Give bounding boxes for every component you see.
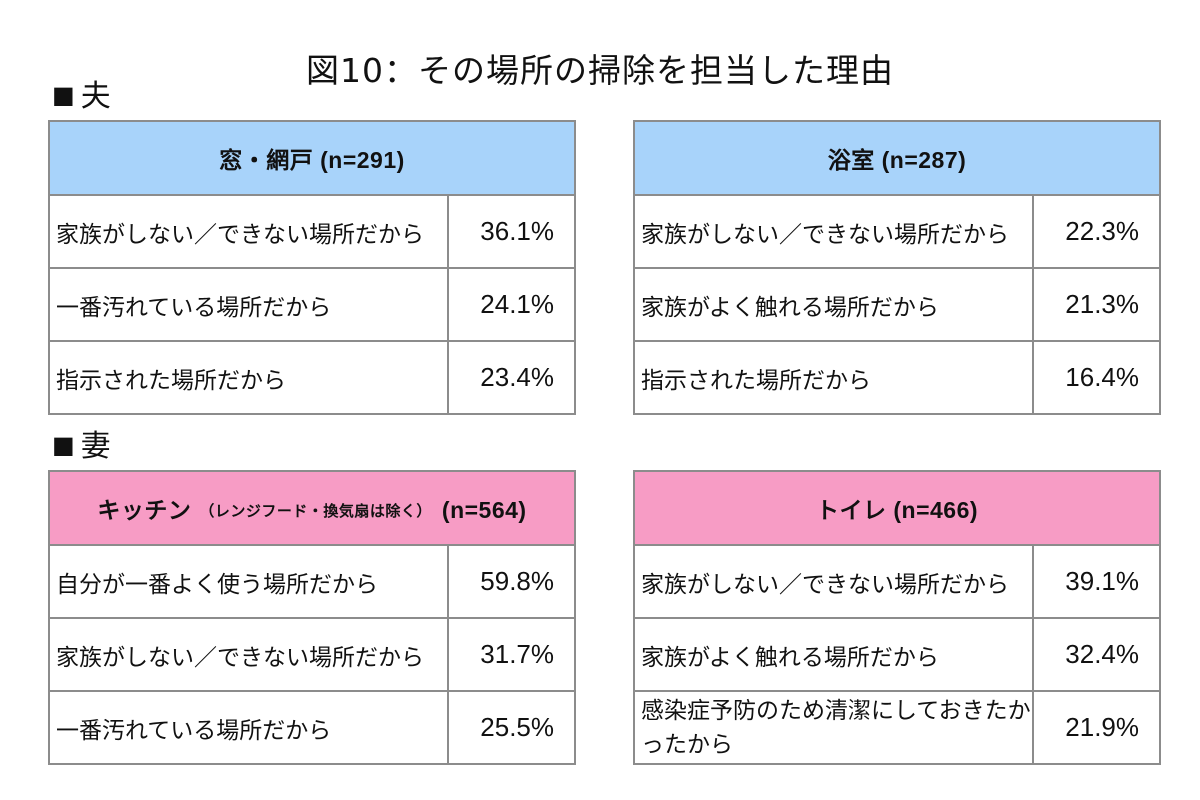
- percent-cell: 39.1%: [1031, 544, 1162, 619]
- reason-cell: 感染症予防のため清潔にしておきたかったから: [633, 690, 1034, 765]
- reason-cell: 指示された場所だから: [633, 340, 1034, 415]
- table-header-title: キッチン: [97, 497, 192, 523]
- percent-cell: 25.5%: [446, 690, 577, 765]
- table-row: 指示された場所だから 23.4%: [48, 340, 577, 415]
- table-row: 家族がしない／できない場所だから 22.3%: [633, 194, 1162, 269]
- percent-cell: 21.3%: [1031, 267, 1162, 342]
- percent-cell: 22.3%: [1031, 194, 1162, 269]
- percent-cell: 16.4%: [1031, 340, 1162, 415]
- reason-cell: 家族がしない／できない場所だから: [48, 617, 449, 692]
- table-header-n: (n=291): [320, 147, 405, 173]
- table-toilet: トイレ (n=466) 家族がしない／できない場所だから 39.1% 家族がよく…: [632, 470, 1162, 765]
- table-row: 家族がしない／できない場所だから 36.1%: [48, 194, 577, 269]
- reason-cell: 家族がしない／できない場所だから: [48, 194, 449, 269]
- section-label-text: 夫: [80, 79, 111, 114]
- table-bathroom: 浴室 (n=287) 家族がしない／できない場所だから 22.3% 家族がよく触…: [632, 120, 1162, 415]
- table-row: 一番汚れている場所だから 25.5%: [48, 690, 577, 765]
- table-header-title: 窓・網戸: [219, 147, 314, 173]
- table-header-title: 浴室: [827, 147, 875, 173]
- reason-cell: 指示された場所だから: [48, 340, 449, 415]
- table-row: 家族がよく触れる場所だから 21.3%: [633, 267, 1162, 342]
- table-header: キッチン （レンジフード・換気扇は除く） (n=564): [47, 470, 577, 546]
- table-row: 一番汚れている場所だから 24.1%: [48, 267, 577, 342]
- table-header-title: トイレ: [815, 497, 887, 523]
- table-row: 指示された場所だから 16.4%: [633, 340, 1162, 415]
- table-row: 家族がよく触れる場所だから 32.4%: [633, 617, 1162, 692]
- percent-cell: 24.1%: [446, 267, 577, 342]
- table-windows-screens: 窓・網戸 (n=291) 家族がしない／できない場所だから 36.1% 一番汚れ…: [47, 120, 577, 415]
- table-header: トイレ (n=466): [632, 470, 1162, 546]
- reason-cell: 一番汚れている場所だから: [48, 690, 449, 765]
- section-label-text: 妻: [80, 429, 111, 464]
- percent-cell: 59.8%: [446, 544, 577, 619]
- table-kitchen: キッチン （レンジフード・換気扇は除く） (n=564) 自分が一番よく使う場所だか…: [47, 470, 577, 765]
- table-header-n: (n=466): [893, 497, 979, 523]
- reason-cell: 家族がよく触れる場所だから: [633, 617, 1034, 692]
- table-row: 自分が一番よく使う場所だから 59.8%: [48, 544, 577, 619]
- table-header-n: (n=287): [881, 147, 967, 173]
- percent-cell: 23.4%: [446, 340, 577, 415]
- reason-cell: 家族がしない／できない場所だから: [633, 544, 1034, 619]
- table-row: 家族がしない／できない場所だから 31.7%: [48, 617, 577, 692]
- reason-cell: 家族がしない／できない場所だから: [633, 194, 1034, 269]
- reason-cell: 自分が一番よく使う場所だから: [48, 544, 449, 619]
- percent-cell: 32.4%: [1031, 617, 1162, 692]
- percent-cell: 31.7%: [446, 617, 577, 692]
- percent-cell: 21.9%: [1031, 690, 1162, 765]
- square-bullet-icon: ■: [52, 81, 75, 109]
- table-header-subtitle: （レンジフード・換気扇は除く）: [199, 503, 432, 520]
- percent-cell: 36.1%: [446, 194, 577, 269]
- table-header: 窓・網戸 (n=291): [47, 120, 577, 196]
- section-label-wife: ■ 妻: [52, 428, 111, 464]
- table-header: 浴室 (n=287): [632, 120, 1162, 196]
- reason-cell: 一番汚れている場所だから: [48, 267, 449, 342]
- table-row: 感染症予防のため清潔にしておきたかったから 21.9%: [633, 690, 1162, 765]
- table-header-n: (n=564): [441, 497, 527, 523]
- table-row: 家族がしない／できない場所だから 39.1%: [633, 544, 1162, 619]
- square-bullet-icon: ■: [52, 431, 75, 459]
- reason-cell: 家族がよく触れる場所だから: [633, 267, 1034, 342]
- section-label-husband: ■ 夫: [52, 78, 111, 114]
- page-title: 図10：その場所の掃除を担当した理由: [306, 51, 894, 90]
